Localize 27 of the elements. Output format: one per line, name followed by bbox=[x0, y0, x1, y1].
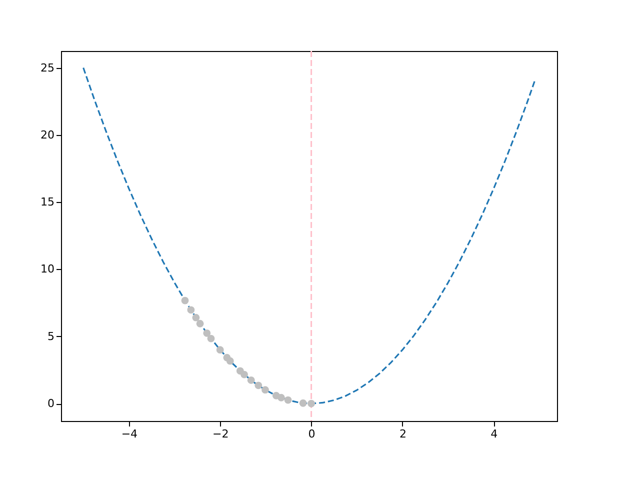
x-tick-label: 0 bbox=[308, 428, 316, 440]
point bbox=[254, 382, 262, 390]
point bbox=[284, 396, 292, 404]
point bbox=[277, 394, 285, 402]
x-tick-label: −4 bbox=[121, 428, 138, 440]
point bbox=[196, 320, 204, 328]
point bbox=[207, 334, 215, 342]
x-tick-label: 4 bbox=[490, 428, 498, 440]
point bbox=[299, 399, 307, 407]
y-tick-label: 5 bbox=[48, 330, 54, 343]
point bbox=[262, 386, 269, 394]
y-tick-label: 20 bbox=[40, 128, 54, 142]
point bbox=[192, 314, 200, 322]
point bbox=[203, 329, 211, 337]
point bbox=[308, 400, 315, 408]
point bbox=[216, 346, 224, 354]
x-tick-label: −2 bbox=[212, 428, 229, 440]
point bbox=[240, 370, 248, 378]
y-tick-label: 15 bbox=[40, 196, 54, 209]
y-tick-label: 10 bbox=[40, 262, 54, 276]
y-tick-label: 0 bbox=[48, 397, 54, 410]
point bbox=[187, 306, 195, 314]
point bbox=[226, 357, 234, 365]
y-tick-label: 25 bbox=[40, 61, 54, 74]
point bbox=[181, 296, 189, 304]
x-tick-label: 2 bbox=[399, 428, 406, 440]
point bbox=[247, 376, 255, 384]
